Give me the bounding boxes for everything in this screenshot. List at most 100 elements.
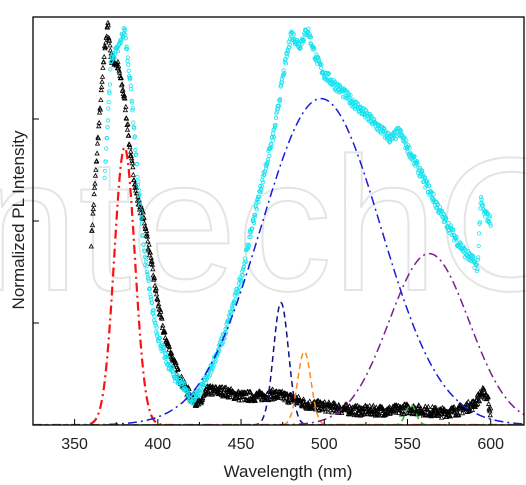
data-point [355, 101, 361, 106]
data-point [129, 100, 135, 105]
data-point [308, 35, 314, 40]
data-point [254, 207, 259, 212]
data-point [236, 397, 242, 403]
data-point [273, 122, 278, 128]
data-point [258, 183, 263, 189]
data-point [280, 80, 285, 85]
data-point [398, 411, 405, 417]
data-point [229, 310, 234, 315]
data-point [256, 194, 262, 200]
data-point [235, 292, 240, 297]
data-point [433, 407, 439, 413]
data-point [355, 409, 362, 415]
data-point [459, 410, 466, 416]
x-axis-title: Wavelength (nm) [224, 462, 353, 481]
data-point [175, 372, 180, 378]
x-tick-label: 550 [394, 436, 421, 453]
data-point [107, 89, 112, 94]
data-point [211, 365, 216, 370]
data-point [369, 113, 374, 119]
data-point [339, 410, 345, 416]
data-point [386, 403, 393, 409]
data-point [332, 400, 338, 406]
data-point [201, 382, 206, 388]
data-point [108, 67, 113, 72]
data-point [181, 380, 186, 385]
data-point [247, 388, 253, 394]
data-point [129, 87, 134, 92]
data-point [402, 135, 407, 140]
data-point [463, 248, 468, 253]
data-point [251, 220, 257, 225]
data-point [344, 95, 349, 101]
data-point [456, 411, 462, 417]
data-point [396, 409, 402, 415]
data-point [103, 39, 109, 45]
data-point [256, 200, 261, 205]
data-point [243, 391, 249, 397]
data-point [125, 59, 130, 64]
data-point [406, 403, 412, 409]
series-4 [33, 301, 524, 425]
data-point [92, 172, 99, 178]
data-point [209, 391, 216, 397]
data-point [140, 209, 146, 215]
data-point [312, 47, 317, 52]
data-point [91, 191, 97, 197]
data-point [175, 365, 181, 371]
data-point [130, 106, 135, 111]
data-point [370, 402, 377, 408]
data-point [91, 201, 97, 207]
data-point [287, 42, 292, 47]
data-point [481, 386, 487, 392]
data-point [90, 210, 96, 216]
data-point [154, 333, 160, 338]
data-point [139, 221, 145, 226]
data-point [253, 212, 258, 217]
data-point [136, 179, 141, 184]
data-point [330, 403, 336, 409]
data-point [466, 406, 473, 412]
data-point [425, 403, 431, 409]
data-point [487, 215, 492, 220]
data-point [454, 235, 459, 240]
data-point [277, 98, 282, 104]
data-point [336, 401, 342, 407]
data-point [287, 45, 292, 50]
data-point [346, 90, 351, 95]
data-point [126, 62, 131, 67]
data-point [106, 37, 113, 43]
data-point [168, 349, 174, 355]
data-point [146, 278, 151, 283]
data-point [448, 223, 453, 228]
data-point [161, 347, 167, 353]
data-point [402, 140, 408, 145]
data-point [205, 388, 212, 394]
data-point [155, 297, 161, 303]
x-tick-label: 600 [477, 436, 504, 453]
data-point [487, 412, 493, 418]
data-point [390, 136, 396, 141]
data-point [116, 67, 122, 73]
data-point [90, 206, 97, 212]
data-point [126, 132, 132, 138]
data-point [115, 58, 121, 64]
data-point [157, 311, 163, 317]
data-point [473, 402, 480, 408]
data-point [103, 159, 108, 164]
data-point [429, 190, 434, 195]
data-point [106, 106, 111, 111]
data-point [106, 99, 111, 105]
data-point [124, 46, 130, 52]
data-point [127, 144, 133, 150]
data-point [433, 199, 438, 204]
data-point [124, 44, 129, 49]
data-point [250, 226, 255, 231]
data-point [476, 255, 481, 260]
data-point [122, 27, 128, 32]
data-point [107, 42, 113, 48]
data-point [207, 382, 213, 388]
data-point [475, 400, 481, 406]
data-point [151, 275, 158, 281]
data-point [122, 107, 129, 113]
